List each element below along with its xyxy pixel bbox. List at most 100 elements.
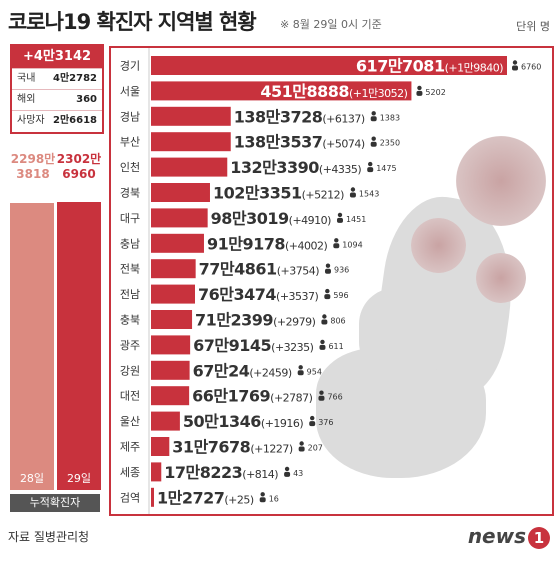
- category-label: 강원: [120, 364, 140, 377]
- daily-new-label: (+3235): [271, 341, 314, 354]
- person-icon: [321, 319, 328, 325]
- deaths-label: 596: [333, 291, 348, 300]
- category-label: 대전: [120, 390, 140, 403]
- value-label: 98만3019(+4910): [211, 209, 332, 228]
- category-label: 인천: [120, 160, 140, 174]
- summary-value: 4만2782: [53, 73, 97, 84]
- value-label: 67만9145(+3235): [193, 336, 314, 355]
- logo-mark: 1: [528, 526, 550, 549]
- bar: [151, 335, 191, 355]
- cumulative-bar-29: [57, 202, 101, 490]
- value-label: 77만4861(+3754): [199, 260, 320, 279]
- person-icon: [309, 421, 316, 427]
- deaths-label: 1543: [359, 190, 379, 199]
- summary-label: 국내: [17, 73, 36, 84]
- value-label: 451만8888(+1만3052): [260, 82, 407, 101]
- bar: [151, 81, 412, 101]
- page-title: 코로나19 확진자 지역별 현황: [8, 10, 257, 34]
- value-label: 1만2727(+25): [157, 488, 254, 507]
- total-new-cases: +4만3142: [12, 46, 102, 68]
- bar: [151, 233, 204, 253]
- person-icon: [371, 111, 376, 116]
- person-icon: [371, 136, 376, 141]
- deaths-label: 766: [327, 393, 342, 402]
- person-icon: [298, 446, 305, 452]
- value-label: 132만3390(+4335): [230, 158, 361, 177]
- category-label: 충남: [120, 237, 140, 250]
- value-label: 617만7081(+1만9840): [356, 57, 503, 76]
- bar: [151, 259, 196, 279]
- person-icon: [284, 471, 291, 477]
- regional-bar-chart: 경기 617만7081(+1만9840) 6760 서울 451만8888(+1만305…: [120, 48, 541, 514]
- bar: [151, 487, 154, 507]
- category-label: 경남: [120, 110, 140, 123]
- cumulative-value-line1: 2298만: [10, 152, 56, 166]
- virus-icon: [456, 136, 546, 226]
- deaths-label: 16: [269, 494, 279, 503]
- cumulative-footer: 누적확진자: [10, 494, 100, 512]
- daily-new-label: (+2979): [273, 316, 316, 329]
- day-label-28: 28일: [19, 472, 45, 485]
- person-icon: [370, 116, 377, 122]
- deaths-label: 1451: [346, 215, 366, 224]
- daily-new-label: (+2787): [270, 392, 313, 405]
- regional-chart-panel: 경기 617만7081(+1만9840) 6760 서울 451만8888(+1만305…: [109, 46, 554, 516]
- category-label: 경북: [120, 187, 140, 200]
- daily-new-label: (+2459): [249, 366, 292, 379]
- person-icon: [350, 187, 356, 192]
- bar: [151, 411, 180, 431]
- person-icon: [259, 497, 266, 503]
- daily-new-label: (+5074): [322, 138, 365, 151]
- category-label: 광주: [120, 339, 140, 352]
- summary-label: 사망자: [17, 115, 45, 126]
- category-label: 충북: [120, 314, 140, 327]
- cumulative-bar-28: [10, 203, 54, 490]
- person-icon: [370, 141, 377, 147]
- person-icon: [324, 268, 331, 274]
- person-icon: [298, 365, 303, 370]
- category-label: 울산: [120, 415, 140, 428]
- daily-new-label: (+4335): [319, 163, 362, 176]
- person-icon: [337, 212, 343, 218]
- summary-row-deaths: 사망자 2만6618: [12, 110, 102, 131]
- person-icon: [334, 238, 339, 243]
- daily-new-label: (+4002): [285, 239, 328, 252]
- person-icon: [416, 90, 423, 96]
- cumulative-label-28: 2298만 3818: [10, 152, 56, 182]
- summary-row-overseas: 해외 360: [12, 89, 102, 110]
- bar: [151, 360, 190, 380]
- person-icon: [512, 60, 518, 65]
- value-label: 138만3728(+6137): [234, 107, 365, 126]
- value-label: 102만3351(+5212): [213, 184, 344, 203]
- person-icon: [260, 492, 265, 497]
- summary-box: +4만3142 국내 4만2782 해외 360 사망자 2만6618: [10, 44, 104, 134]
- person-icon: [349, 192, 356, 198]
- person-icon: [310, 415, 315, 421]
- summary-label: 해외: [17, 94, 36, 105]
- category-label: 검역: [120, 491, 140, 504]
- deaths-label: 2350: [380, 139, 400, 148]
- value-label: 71만2399(+2979): [195, 311, 316, 330]
- daily-new-label: (+3537): [276, 290, 319, 303]
- daily-new-label: (+814): [242, 468, 278, 481]
- value-label: 66만1769(+2787): [192, 387, 313, 406]
- person-icon: [324, 294, 331, 300]
- value-label: 76만3474(+3537): [198, 285, 319, 304]
- value-label: 50만1346(+1916): [183, 412, 304, 431]
- bar: [151, 462, 162, 482]
- daily-new-label: (+25): [224, 493, 254, 506]
- person-icon: [417, 85, 422, 91]
- daily-new-label: (+1916): [261, 417, 304, 430]
- virus-icon: [476, 253, 526, 303]
- category-label: 제주: [120, 441, 140, 454]
- daily-new-label: (+1만9840): [445, 62, 504, 75]
- daily-new-label: (+1만3052): [349, 87, 408, 100]
- person-icon: [319, 390, 324, 395]
- person-icon: [284, 466, 290, 472]
- person-icon: [319, 344, 326, 350]
- cumulative-value-line1: 2302만: [56, 152, 102, 166]
- person-icon: [322, 314, 327, 319]
- deaths-label: 936: [334, 266, 349, 275]
- category-label: 전남: [120, 288, 140, 301]
- deaths-label: 376: [318, 418, 333, 427]
